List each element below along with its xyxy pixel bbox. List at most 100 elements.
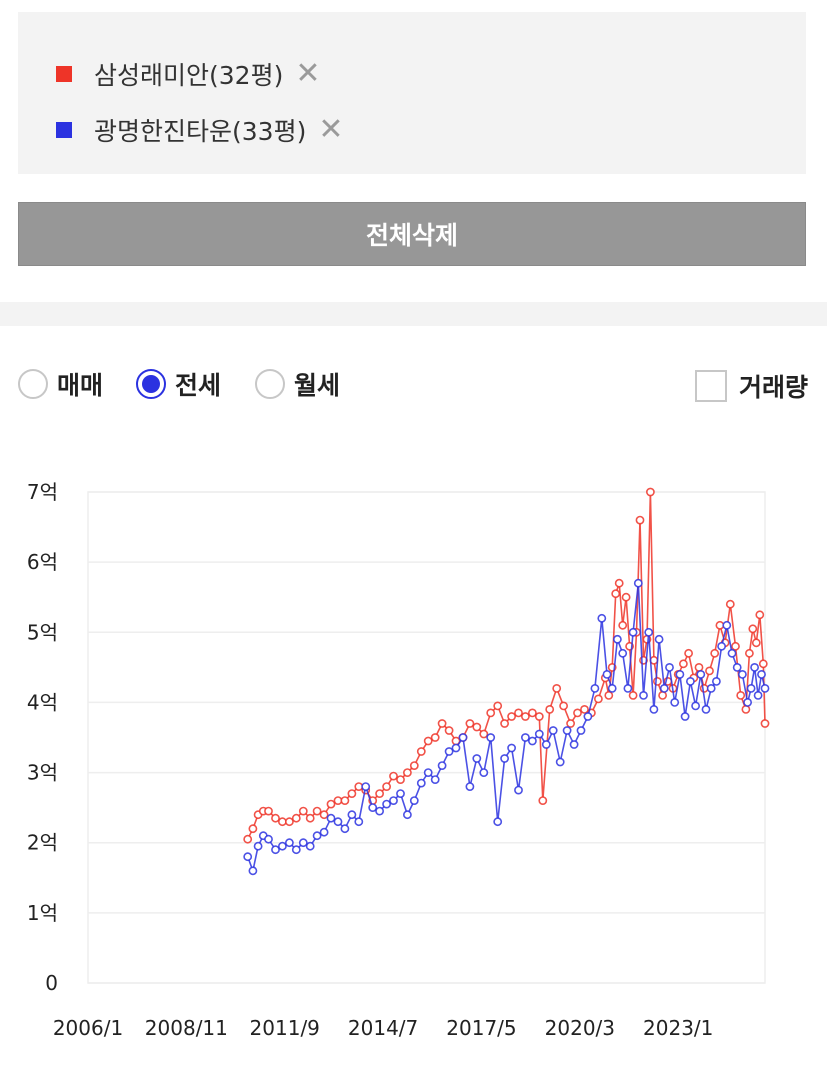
data-point xyxy=(618,620,628,630)
data-point xyxy=(760,719,770,728)
data-point xyxy=(628,690,638,700)
data-point xyxy=(298,838,308,848)
data-point xyxy=(423,736,433,746)
close-icon[interactable]: ✕ xyxy=(318,112,344,147)
data-point xyxy=(354,817,364,827)
volume-checkbox[interactable]: 거래량 xyxy=(694,368,808,404)
data-point xyxy=(753,690,763,700)
radio-jeonse[interactable]: 전세 xyxy=(136,366,221,402)
data-point xyxy=(521,712,530,721)
y-tick-label: 7억 xyxy=(27,480,58,504)
data-point xyxy=(569,740,579,749)
data-point xyxy=(701,704,711,714)
data-point xyxy=(271,813,280,823)
data-point xyxy=(340,824,350,834)
data-point xyxy=(291,813,301,823)
data-point xyxy=(305,813,315,823)
data-point xyxy=(264,806,273,816)
data-point xyxy=(712,676,721,686)
radio-label: 월세 xyxy=(294,371,341,400)
data-point xyxy=(534,729,544,739)
radio-monthly-rent[interactable]: 월세 xyxy=(255,366,340,402)
data-point xyxy=(444,747,454,756)
data-point xyxy=(375,806,384,816)
data-point xyxy=(748,624,758,634)
data-point xyxy=(423,768,433,777)
data-point xyxy=(594,694,603,704)
data-point xyxy=(465,719,475,728)
data-point xyxy=(691,701,700,711)
data-point xyxy=(538,796,548,805)
data-point xyxy=(675,669,685,679)
data-point xyxy=(680,712,690,721)
data-point xyxy=(679,659,688,669)
data-point xyxy=(479,729,489,739)
data-point xyxy=(409,761,419,770)
data-point xyxy=(305,841,315,851)
data-point xyxy=(430,733,440,742)
data-point xyxy=(755,610,765,620)
x-tick-label: 2023/1 xyxy=(643,1016,713,1040)
radio-circle-icon xyxy=(18,369,48,399)
data-point xyxy=(705,666,714,676)
data-point xyxy=(514,708,523,718)
data-point xyxy=(375,789,384,798)
legend-item-label: 삼성래미안(32평) xyxy=(94,61,284,90)
data-point xyxy=(500,719,509,728)
delete-all-button[interactable]: 전체삭제 xyxy=(18,202,806,266)
trade-type-controls: 매매 전세 월세 거래량 xyxy=(18,362,808,412)
data-point xyxy=(746,683,756,693)
data-point xyxy=(745,648,754,658)
data-point xyxy=(722,620,732,630)
data-point xyxy=(472,754,482,763)
data-point xyxy=(694,662,704,672)
data-point xyxy=(633,578,643,588)
data-point xyxy=(409,796,419,805)
data-point xyxy=(493,701,503,711)
data-point xyxy=(639,690,648,700)
data-point xyxy=(751,638,761,648)
data-point xyxy=(248,866,258,876)
price-chart: 0 1억 2억 3억 4억 5억 6억 7억 2006/1 2008/11 2011/9 2014/7… xyxy=(27,480,770,1040)
data-point xyxy=(486,708,496,718)
radio-sale[interactable]: 매매 xyxy=(18,366,103,402)
y-tick-label: 4억 xyxy=(27,690,58,714)
close-icon[interactable]: ✕ xyxy=(295,56,321,91)
data-point xyxy=(732,662,742,672)
data-point xyxy=(451,743,461,753)
data-point xyxy=(653,676,662,686)
data-point xyxy=(458,733,468,742)
data-point xyxy=(696,669,706,679)
data-point xyxy=(253,841,263,851)
data-point xyxy=(319,810,329,820)
data-point xyxy=(319,827,329,837)
data-point xyxy=(710,648,720,658)
y-tick-label: 5억 xyxy=(27,620,58,644)
y-tick-label: 3억 xyxy=(27,761,58,785)
data-point xyxy=(312,831,322,841)
data-point xyxy=(750,662,759,672)
data-point xyxy=(717,641,726,651)
data-point xyxy=(699,683,709,693)
data-point xyxy=(597,613,607,623)
data-point xyxy=(658,690,667,700)
data-point xyxy=(604,690,614,700)
data-point xyxy=(479,768,489,777)
data-point xyxy=(646,487,655,497)
data-point xyxy=(248,824,258,834)
data-point xyxy=(670,697,680,707)
data-point xyxy=(541,740,551,749)
data-point xyxy=(686,676,695,686)
data-point xyxy=(665,662,674,672)
x-tick-label: 2008/11 xyxy=(145,1016,228,1040)
y-tick-label: 2억 xyxy=(27,831,58,855)
data-point xyxy=(277,841,287,851)
data-point xyxy=(486,733,496,742)
data-point xyxy=(614,578,624,588)
data-point xyxy=(552,683,562,693)
data-point xyxy=(545,704,555,714)
data-point xyxy=(727,648,737,658)
data-point xyxy=(559,701,568,711)
data-point xyxy=(444,726,454,735)
data-point xyxy=(402,810,412,820)
